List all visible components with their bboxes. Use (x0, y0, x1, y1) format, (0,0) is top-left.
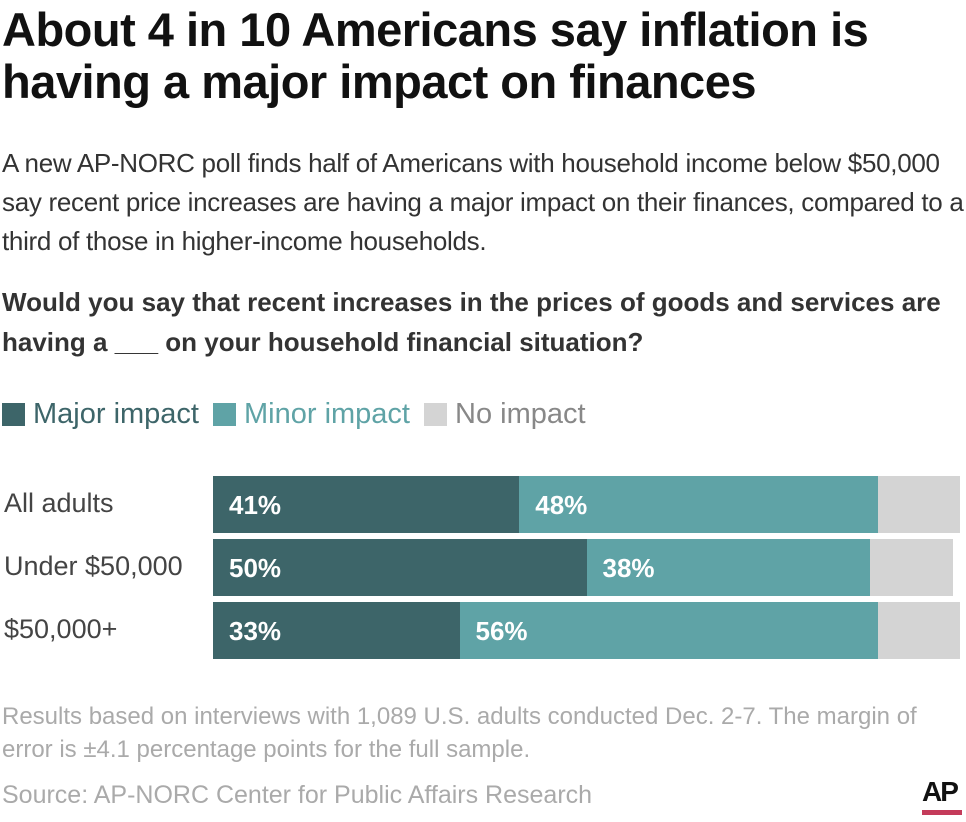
bar-segment (877, 602, 960, 659)
data-label: 38% (602, 553, 655, 583)
legend-label: Minor impact (244, 398, 410, 430)
bar-segment (213, 539, 587, 596)
legend-item: No impact (424, 398, 586, 431)
category-label: All adults (4, 488, 114, 518)
data-label: 56% (475, 616, 528, 646)
source: Source: AP-NORC Center for Public Affair… (2, 781, 593, 809)
legend: Major impact Minor impact No impact (2, 398, 586, 431)
legend-label: Major impact (33, 398, 199, 430)
legend-item: Major impact (2, 398, 199, 431)
category-label: $50,000+ (4, 614, 118, 644)
bar-segment (213, 476, 520, 533)
data-label: 50% (229, 553, 282, 583)
data-label: 41% (229, 490, 282, 520)
chart-title: About 4 in 10 Americans say inflation is… (2, 3, 869, 108)
survey-question: Would you say that recent increases in t… (2, 287, 941, 357)
ap-logo: AP (922, 776, 959, 807)
bar-segment (877, 476, 960, 533)
bar-segment (870, 539, 953, 596)
data-label: 48% (535, 490, 588, 520)
legend-label: No impact (455, 398, 586, 430)
footnote: Results based on interviews with 1,089 U… (2, 703, 917, 763)
data-label: 33% (229, 616, 282, 646)
legend-swatch (213, 403, 236, 426)
bar-segment (519, 476, 878, 533)
bar-segment (586, 539, 871, 596)
legend-item: Minor impact (213, 398, 410, 431)
legend-swatch (424, 403, 447, 426)
bar-segment (459, 602, 878, 659)
bar-segment (213, 602, 460, 659)
ap-logo-bar (922, 810, 962, 815)
category-label: Under $50,000 (4, 551, 183, 581)
legend-swatch (2, 403, 25, 426)
chart-subtitle: A new AP-NORC poll finds half of America… (2, 148, 964, 256)
